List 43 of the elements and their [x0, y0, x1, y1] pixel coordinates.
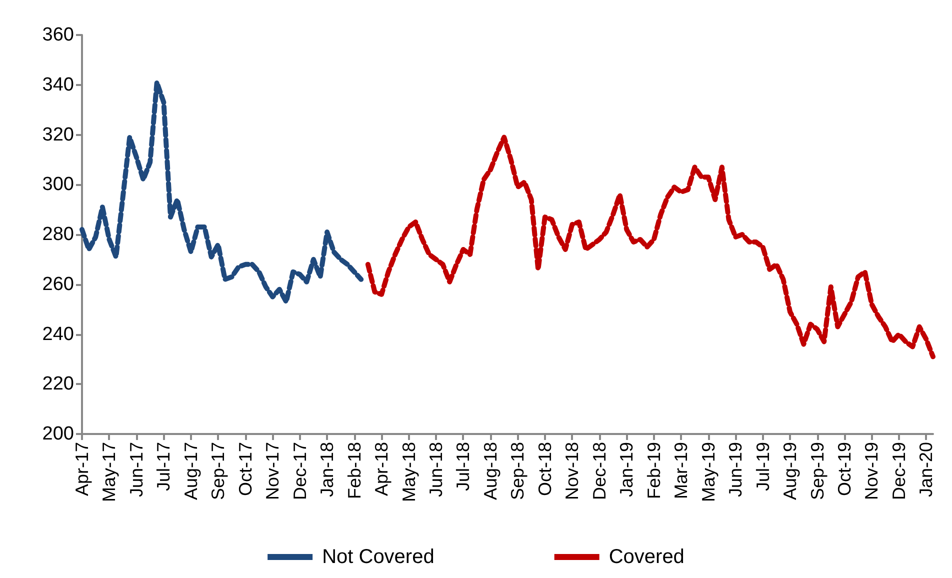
x-tick-label: Dec-19	[888, 442, 909, 500]
x-tick-label: Jul-17	[154, 442, 174, 492]
x-tick-label: May-19	[698, 442, 718, 502]
x-tick-label: Jan-19	[616, 442, 637, 498]
y-tick-label: 260	[42, 274, 74, 295]
x-tick-label: Apr-18	[372, 442, 392, 496]
x-tick-label: Jun-17	[126, 442, 146, 498]
x-tick-label: Dec-18	[589, 442, 610, 500]
x-tick-label: Sep-19	[807, 442, 828, 500]
x-tick-label: Oct-19	[834, 442, 854, 496]
x-tick-label: Apr-17	[72, 442, 92, 496]
y-tick-label: 320	[42, 124, 74, 146]
x-tick-label: Jul-19	[752, 442, 773, 492]
x-tick-label: Aug-18	[480, 442, 500, 500]
x-tick-label: Nov-17	[262, 442, 283, 500]
y-tick-label: 220	[42, 374, 74, 395]
x-tick-label: Oct-17	[235, 442, 256, 496]
x-tick-label: Aug-17	[180, 442, 201, 500]
x-tick-label: May-17	[99, 442, 120, 502]
x-tick-label: Nov-18	[562, 442, 582, 500]
x-tick-label: Jun-19	[726, 442, 746, 498]
x-tick-label: Jul-18	[453, 442, 474, 492]
x-tick-label: Jan-20	[916, 442, 936, 498]
x-tick-label: Mar-19	[671, 442, 692, 500]
legend-label: Covered	[608, 546, 684, 568]
x-tick-label: Nov-19	[862, 442, 882, 500]
x-tick-label: Oct-18	[534, 442, 555, 496]
y-tick-label: 240	[42, 324, 74, 345]
y-tick-label: 200	[42, 424, 74, 444]
x-tick-label: Sep-18	[508, 442, 528, 500]
x-tick-label: Dec-17	[290, 442, 310, 500]
x-tick-label: Aug-19	[780, 442, 800, 500]
y-tick-label: 280	[42, 224, 74, 245]
x-tick-label: Jun-18	[426, 442, 446, 498]
x-tick-label: Jan-18	[317, 442, 338, 498]
y-tick-label: 360	[42, 24, 74, 46]
y-tick-label: 300	[42, 174, 74, 196]
x-tick-label: May-18	[398, 442, 419, 502]
x-tick-label: Feb-19	[644, 442, 664, 500]
legend-label: Not Covered	[322, 546, 434, 568]
x-tick-label: Feb-18	[344, 442, 364, 500]
x-tick-label: Sep-17	[208, 442, 228, 500]
y-tick-label: 340	[42, 74, 74, 96]
